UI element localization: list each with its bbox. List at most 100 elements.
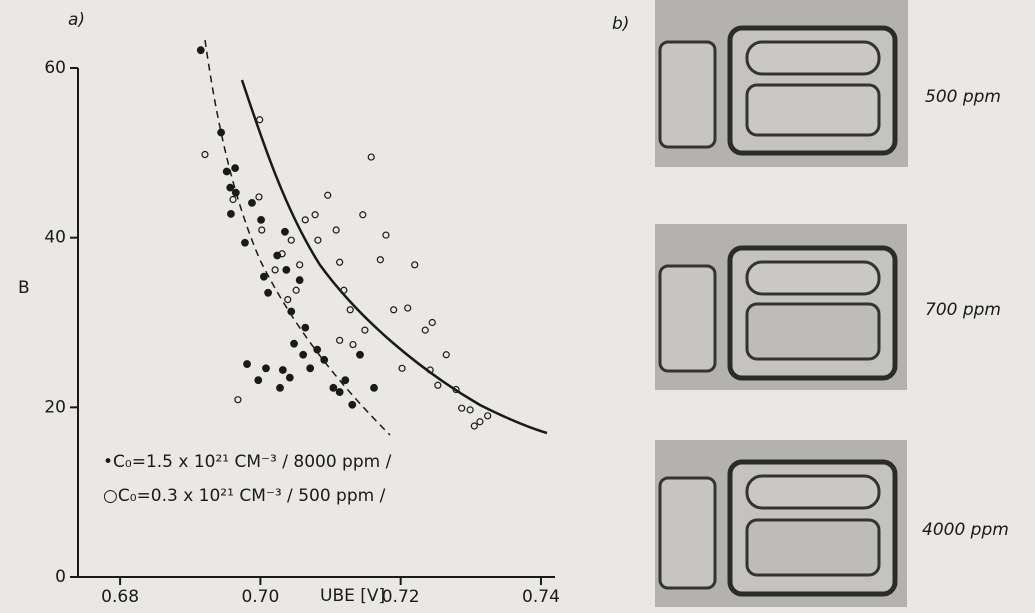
point: [301, 323, 310, 332]
micrograph-label: 700 ppm: [925, 300, 1001, 320]
point: [336, 258, 344, 266]
point: [231, 188, 240, 197]
point: [196, 46, 205, 55]
x-tick-label: 0.70: [241, 587, 279, 607]
point: [281, 227, 289, 236]
micrograph: [655, 440, 907, 607]
point: [376, 256, 384, 264]
point: [292, 286, 300, 294]
legend-entry: •C₀=1.5 x 10²¹ CM⁻³ / 8000 ppm /: [103, 452, 392, 472]
point: [346, 306, 354, 314]
y-tick-label: 20: [44, 397, 66, 417]
point: [231, 164, 240, 173]
fit-curve: [240, 79, 548, 435]
point: [285, 373, 294, 382]
point: [426, 366, 434, 374]
point: [314, 236, 322, 244]
point: [382, 231, 390, 239]
point: [336, 336, 344, 344]
point: [278, 366, 287, 374]
point: [476, 418, 484, 426]
point: [290, 339, 298, 348]
point: [301, 216, 309, 224]
point: [390, 306, 398, 314]
point: [335, 388, 344, 396]
point: [367, 153, 375, 161]
point: [287, 307, 296, 316]
panel-label: b): [612, 14, 629, 34]
point: [398, 364, 406, 372]
y-tick-label: 60: [44, 58, 66, 78]
point: [442, 351, 450, 359]
point: [295, 276, 304, 284]
point: [324, 191, 332, 199]
panel-label: a): [68, 10, 85, 30]
point: [348, 400, 357, 409]
point: [271, 266, 279, 274]
point: [452, 385, 460, 394]
x-tick-label: 0.74: [522, 587, 560, 607]
micrograph: [655, 224, 907, 390]
point: [255, 193, 263, 201]
point: [296, 261, 304, 269]
point: [243, 360, 251, 368]
point: [256, 116, 264, 124]
point: [356, 350, 364, 359]
point: [359, 211, 367, 219]
point: [276, 383, 284, 392]
point: [466, 406, 474, 414]
point: [217, 128, 226, 137]
point: [278, 250, 286, 258]
point: [349, 340, 357, 349]
point: [428, 318, 436, 327]
point: [320, 355, 329, 364]
y-axis-label: B: [18, 278, 30, 298]
y-tick-label: 40: [44, 228, 66, 248]
point: [311, 211, 319, 219]
point: [254, 376, 263, 385]
point: [264, 288, 272, 297]
point: [201, 150, 209, 159]
x-tick-label: 0.72: [382, 587, 420, 607]
point: [332, 226, 340, 234]
micrograph-label: 4000 ppm: [922, 520, 1009, 540]
y-tick-label: 0: [55, 567, 66, 587]
point: [370, 383, 378, 392]
point: [434, 381, 442, 389]
point: [329, 383, 338, 392]
point: [241, 238, 249, 247]
micrograph: [655, 0, 908, 167]
micrograph-label: 500 ppm: [925, 87, 1001, 107]
point: [458, 404, 466, 412]
point: [226, 183, 235, 192]
point: [299, 350, 308, 359]
point: [282, 266, 291, 274]
point: [411, 261, 419, 269]
point: [340, 286, 348, 294]
point: [258, 226, 266, 234]
point: [234, 396, 242, 404]
point: [306, 364, 315, 373]
point: [313, 345, 322, 354]
point: [248, 198, 256, 207]
point: [227, 210, 235, 218]
point: [484, 412, 492, 420]
point: [284, 295, 292, 304]
point: [361, 326, 369, 334]
point: [259, 272, 268, 281]
fit-curve: [204, 39, 391, 436]
point: [421, 326, 429, 334]
x-tick-label: 0.68: [101, 587, 139, 607]
point: [222, 167, 231, 176]
point: [262, 364, 270, 373]
point: [404, 304, 412, 312]
point: [470, 422, 478, 430]
x-axis-label: UBE [V]: [320, 586, 385, 606]
point: [341, 376, 350, 385]
legend-entry: ○C₀=0.3 x 10²¹ CM⁻³ / 500 ppm /: [103, 486, 386, 506]
point: [229, 195, 237, 204]
point: [287, 236, 295, 244]
point: [257, 215, 265, 224]
